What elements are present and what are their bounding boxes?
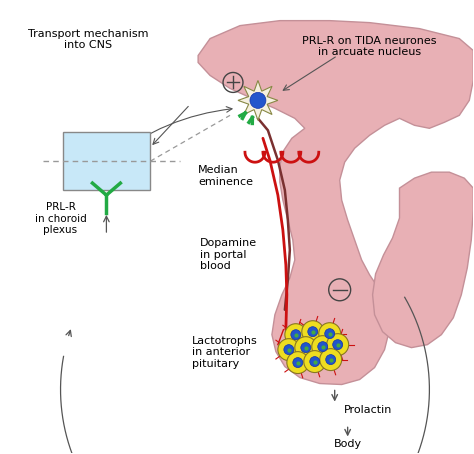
Text: Median
eminence: Median eminence bbox=[198, 165, 253, 187]
Circle shape bbox=[278, 339, 300, 360]
Circle shape bbox=[295, 337, 317, 359]
Circle shape bbox=[250, 93, 266, 109]
Circle shape bbox=[304, 350, 326, 373]
Circle shape bbox=[310, 356, 320, 366]
Circle shape bbox=[308, 327, 318, 337]
Text: Body: Body bbox=[334, 439, 362, 449]
FancyBboxPatch shape bbox=[63, 132, 150, 190]
Polygon shape bbox=[238, 80, 278, 120]
Text: Transport mechanism
into CNS: Transport mechanism into CNS bbox=[28, 29, 149, 50]
Circle shape bbox=[319, 323, 341, 345]
Circle shape bbox=[287, 351, 309, 374]
Text: PRL-R on TIDA neurones
in arcuate nucleus: PRL-R on TIDA neurones in arcuate nucleu… bbox=[302, 35, 437, 57]
Circle shape bbox=[327, 334, 349, 355]
Text: Prolactin: Prolactin bbox=[344, 405, 392, 415]
Polygon shape bbox=[373, 172, 473, 348]
Polygon shape bbox=[198, 20, 473, 385]
Text: Dopamine
in portal
blood: Dopamine in portal blood bbox=[200, 238, 257, 271]
Text: PRL-R
in choroid
plexus: PRL-R in choroid plexus bbox=[35, 202, 86, 235]
Circle shape bbox=[318, 342, 328, 351]
Circle shape bbox=[284, 345, 294, 355]
Text: Lactotrophs
in anterior
pituitary: Lactotrophs in anterior pituitary bbox=[192, 336, 258, 369]
Circle shape bbox=[325, 329, 335, 339]
Circle shape bbox=[301, 343, 311, 353]
Circle shape bbox=[291, 330, 301, 340]
Circle shape bbox=[285, 324, 307, 345]
Circle shape bbox=[320, 349, 342, 370]
Circle shape bbox=[333, 340, 343, 350]
Circle shape bbox=[312, 336, 334, 358]
Circle shape bbox=[326, 355, 336, 365]
Circle shape bbox=[302, 321, 324, 343]
Circle shape bbox=[293, 358, 303, 368]
